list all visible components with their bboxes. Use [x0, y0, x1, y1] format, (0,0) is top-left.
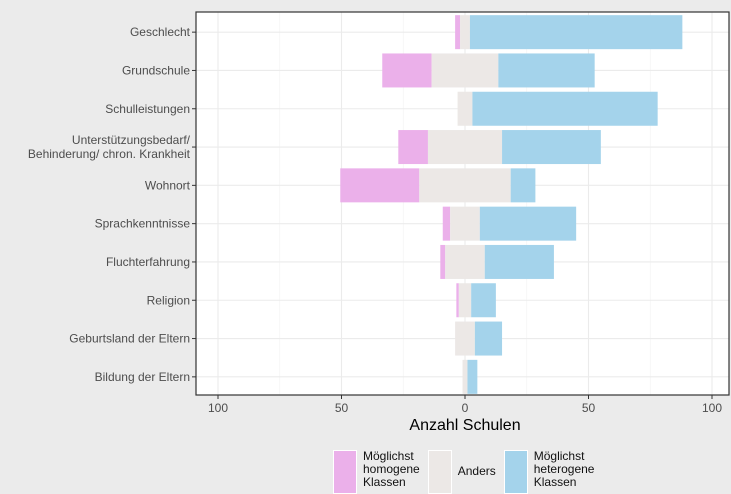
y-tick-label: Fluchterfahrung	[106, 255, 190, 269]
y-tick-label: Religion	[147, 293, 190, 307]
legend-item-homogeneous: Möglichst homogene Klassen	[333, 450, 420, 494]
bar-heterogeneous	[472, 91, 658, 126]
bar-other	[431, 53, 499, 88]
x-tick-label: 50	[335, 401, 349, 415]
bar-heterogeneous	[467, 359, 478, 394]
bar-homogeneous	[442, 206, 451, 241]
legend-item-other: Anders	[427, 450, 496, 494]
bar-heterogeneous	[484, 244, 554, 279]
y-tick-label: Wohnort	[145, 178, 191, 192]
bar-heterogeneous	[510, 168, 536, 203]
legend-swatch-homogeneous	[333, 450, 357, 494]
diverging-bar-chart: Geschlecht Grundschule Schulleistungen Unte…	[28, 11, 730, 434]
bar-homogeneous	[340, 168, 420, 203]
bar-other	[455, 321, 475, 356]
y-tick-label: Geschlecht	[130, 25, 191, 39]
bar-heterogeneous	[474, 321, 503, 356]
bar-homogeneous	[440, 244, 446, 279]
bar-other	[445, 244, 485, 279]
y-tick-label: Schulleistungen	[105, 102, 190, 116]
bar-other	[457, 91, 473, 126]
bar-heterogeneous	[498, 53, 595, 88]
x-tick-label: 100	[208, 401, 228, 415]
legend-swatch-other	[427, 450, 452, 494]
legend-label-heterogeneous: Möglichst heterogene Klassen	[533, 449, 595, 489]
bar-heterogeneous	[502, 130, 601, 165]
bar-other	[458, 283, 472, 318]
bar-homogeneous	[398, 130, 428, 165]
x-tick-label: 50	[582, 401, 596, 415]
bar-other	[419, 168, 511, 203]
x-axis-title: Anzahl Schulen	[409, 417, 520, 434]
bar-homogeneous	[455, 15, 461, 50]
bar-homogeneous	[382, 53, 432, 88]
bar-other	[427, 130, 503, 165]
legend-item-heterogeneous: Möglichst heterogene Klassen	[503, 449, 595, 494]
bar-other	[460, 15, 470, 50]
y-tick-label: Bildung der Eltern	[95, 370, 190, 384]
bar-heterogeneous	[469, 15, 683, 50]
bar-other	[462, 359, 468, 394]
x-tick-label: 100	[702, 401, 722, 415]
bar-homogeneous	[456, 283, 459, 318]
x-tick-label: 0	[462, 401, 469, 415]
y-tick-label: Sprachkenntnisse	[95, 217, 191, 231]
y-tick-label: Geburtsland der Eltern	[69, 332, 190, 346]
legend-swatch-heterogeneous	[503, 450, 528, 494]
legend-label-other: Anders	[457, 464, 496, 478]
bar-heterogeneous	[471, 283, 496, 318]
bar-heterogeneous	[479, 206, 577, 241]
legend: Möglichst homogene Klassen Anders Möglic…	[333, 450, 602, 494]
plot-border	[195, 11, 730, 396]
y-tick-label: Grundschule	[122, 63, 190, 77]
bar-other	[450, 206, 480, 241]
y-tick-label: Unterstützungsbedarf/Behinderung/ chron.…	[28, 133, 191, 161]
legend-label-homogeneous: Möglichst homogene Klassen	[363, 449, 420, 489]
